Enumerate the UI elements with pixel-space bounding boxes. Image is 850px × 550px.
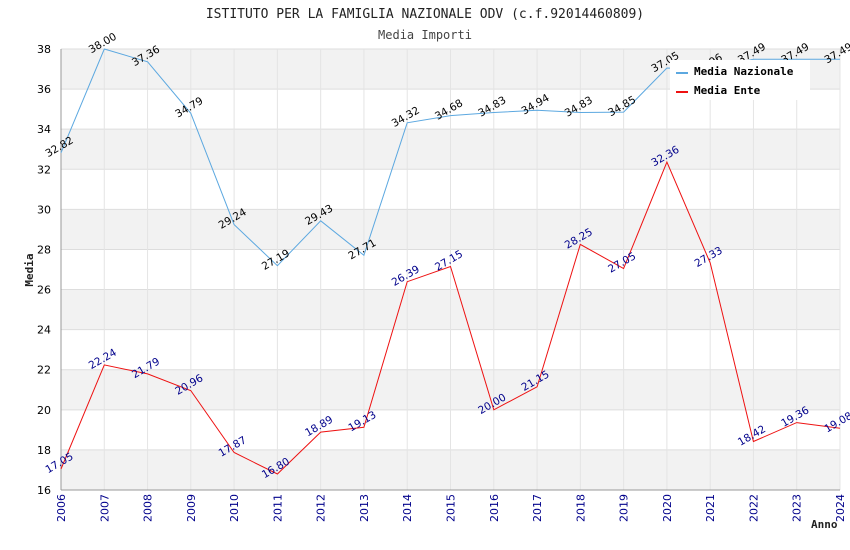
data-label: 19.08	[822, 410, 850, 435]
x-tick-label: 2019	[618, 494, 631, 522]
x-tick-label: 2017	[531, 494, 544, 522]
data-label: 27.19	[260, 247, 292, 272]
x-tick-label: 2018	[574, 494, 587, 522]
x-tick-label: 2020	[661, 494, 674, 522]
data-label: 34.94	[520, 92, 552, 118]
x-tick-labels: 2006 2007 2008 2009 2010 2011 2012 2013 2014 2015…	[55, 494, 847, 522]
y-tick-label: 38	[37, 43, 51, 56]
chart-subtitle: Media Importi	[378, 28, 472, 42]
x-tick-label: 2011	[271, 494, 284, 522]
data-label: 34.83	[563, 94, 595, 119]
data-label: 18.89	[303, 414, 335, 439]
x-tick-label: 2022	[747, 494, 760, 522]
y-tick-label: 16	[37, 484, 51, 497]
data-label: 27.05	[606, 250, 638, 275]
y-axis-label: Media	[23, 253, 36, 286]
y-tick-label: 32	[37, 163, 51, 176]
y-tick-label: 24	[37, 324, 51, 337]
y-tick-label: 30	[37, 203, 51, 216]
x-tick-label: 2014	[401, 494, 414, 522]
x-tick-label: 2024	[834, 494, 847, 522]
y-tick-label: 18	[37, 444, 51, 457]
data-label: 34.68	[433, 97, 465, 122]
data-label: 18.42	[736, 423, 768, 448]
legend-box	[670, 60, 810, 100]
data-label: 34.85	[606, 94, 638, 119]
x-tick-label: 2006	[55, 494, 68, 522]
legend-label: Media Ente	[694, 84, 761, 97]
axes	[60, 49, 840, 491]
data-label: 19.13	[346, 409, 378, 434]
legend-label: Media Nazionale	[694, 65, 794, 78]
y-tick-label: 20	[37, 404, 51, 417]
x-tick-label: 2009	[185, 494, 198, 522]
x-tick-label: 2007	[98, 494, 111, 522]
x-axis-label: Anno	[811, 518, 838, 531]
y-tick-label: 28	[37, 243, 51, 256]
legend: Media Nazionale Media Ente	[670, 60, 810, 100]
x-tick-label: 2013	[358, 494, 371, 522]
y-tick-labels: 16 18 20 22 24 26 28 30 32 34 36 38	[37, 43, 51, 497]
x-tick-label: 2021	[704, 494, 717, 522]
y-tick-label: 26	[37, 284, 51, 297]
x-tick-label: 2010	[228, 494, 241, 522]
data-label: 34.83	[476, 94, 508, 119]
x-tick-label: 2015	[445, 494, 458, 522]
x-tick-label: 2012	[315, 494, 328, 522]
data-label: 27.15	[433, 248, 465, 273]
series-line-media-ente	[60, 160, 841, 475]
x-tick-label: 2008	[142, 494, 155, 522]
y-tick-label: 36	[37, 83, 51, 96]
y-tick-label: 34	[37, 123, 51, 136]
y-tick-label: 22	[37, 364, 51, 377]
x-tick-label: 2023	[791, 494, 804, 522]
x-tick-label: 2016	[488, 494, 501, 522]
chart-title: ISTITUTO PER LA FAMIGLIA NAZIONALE ODV (…	[206, 7, 644, 22]
